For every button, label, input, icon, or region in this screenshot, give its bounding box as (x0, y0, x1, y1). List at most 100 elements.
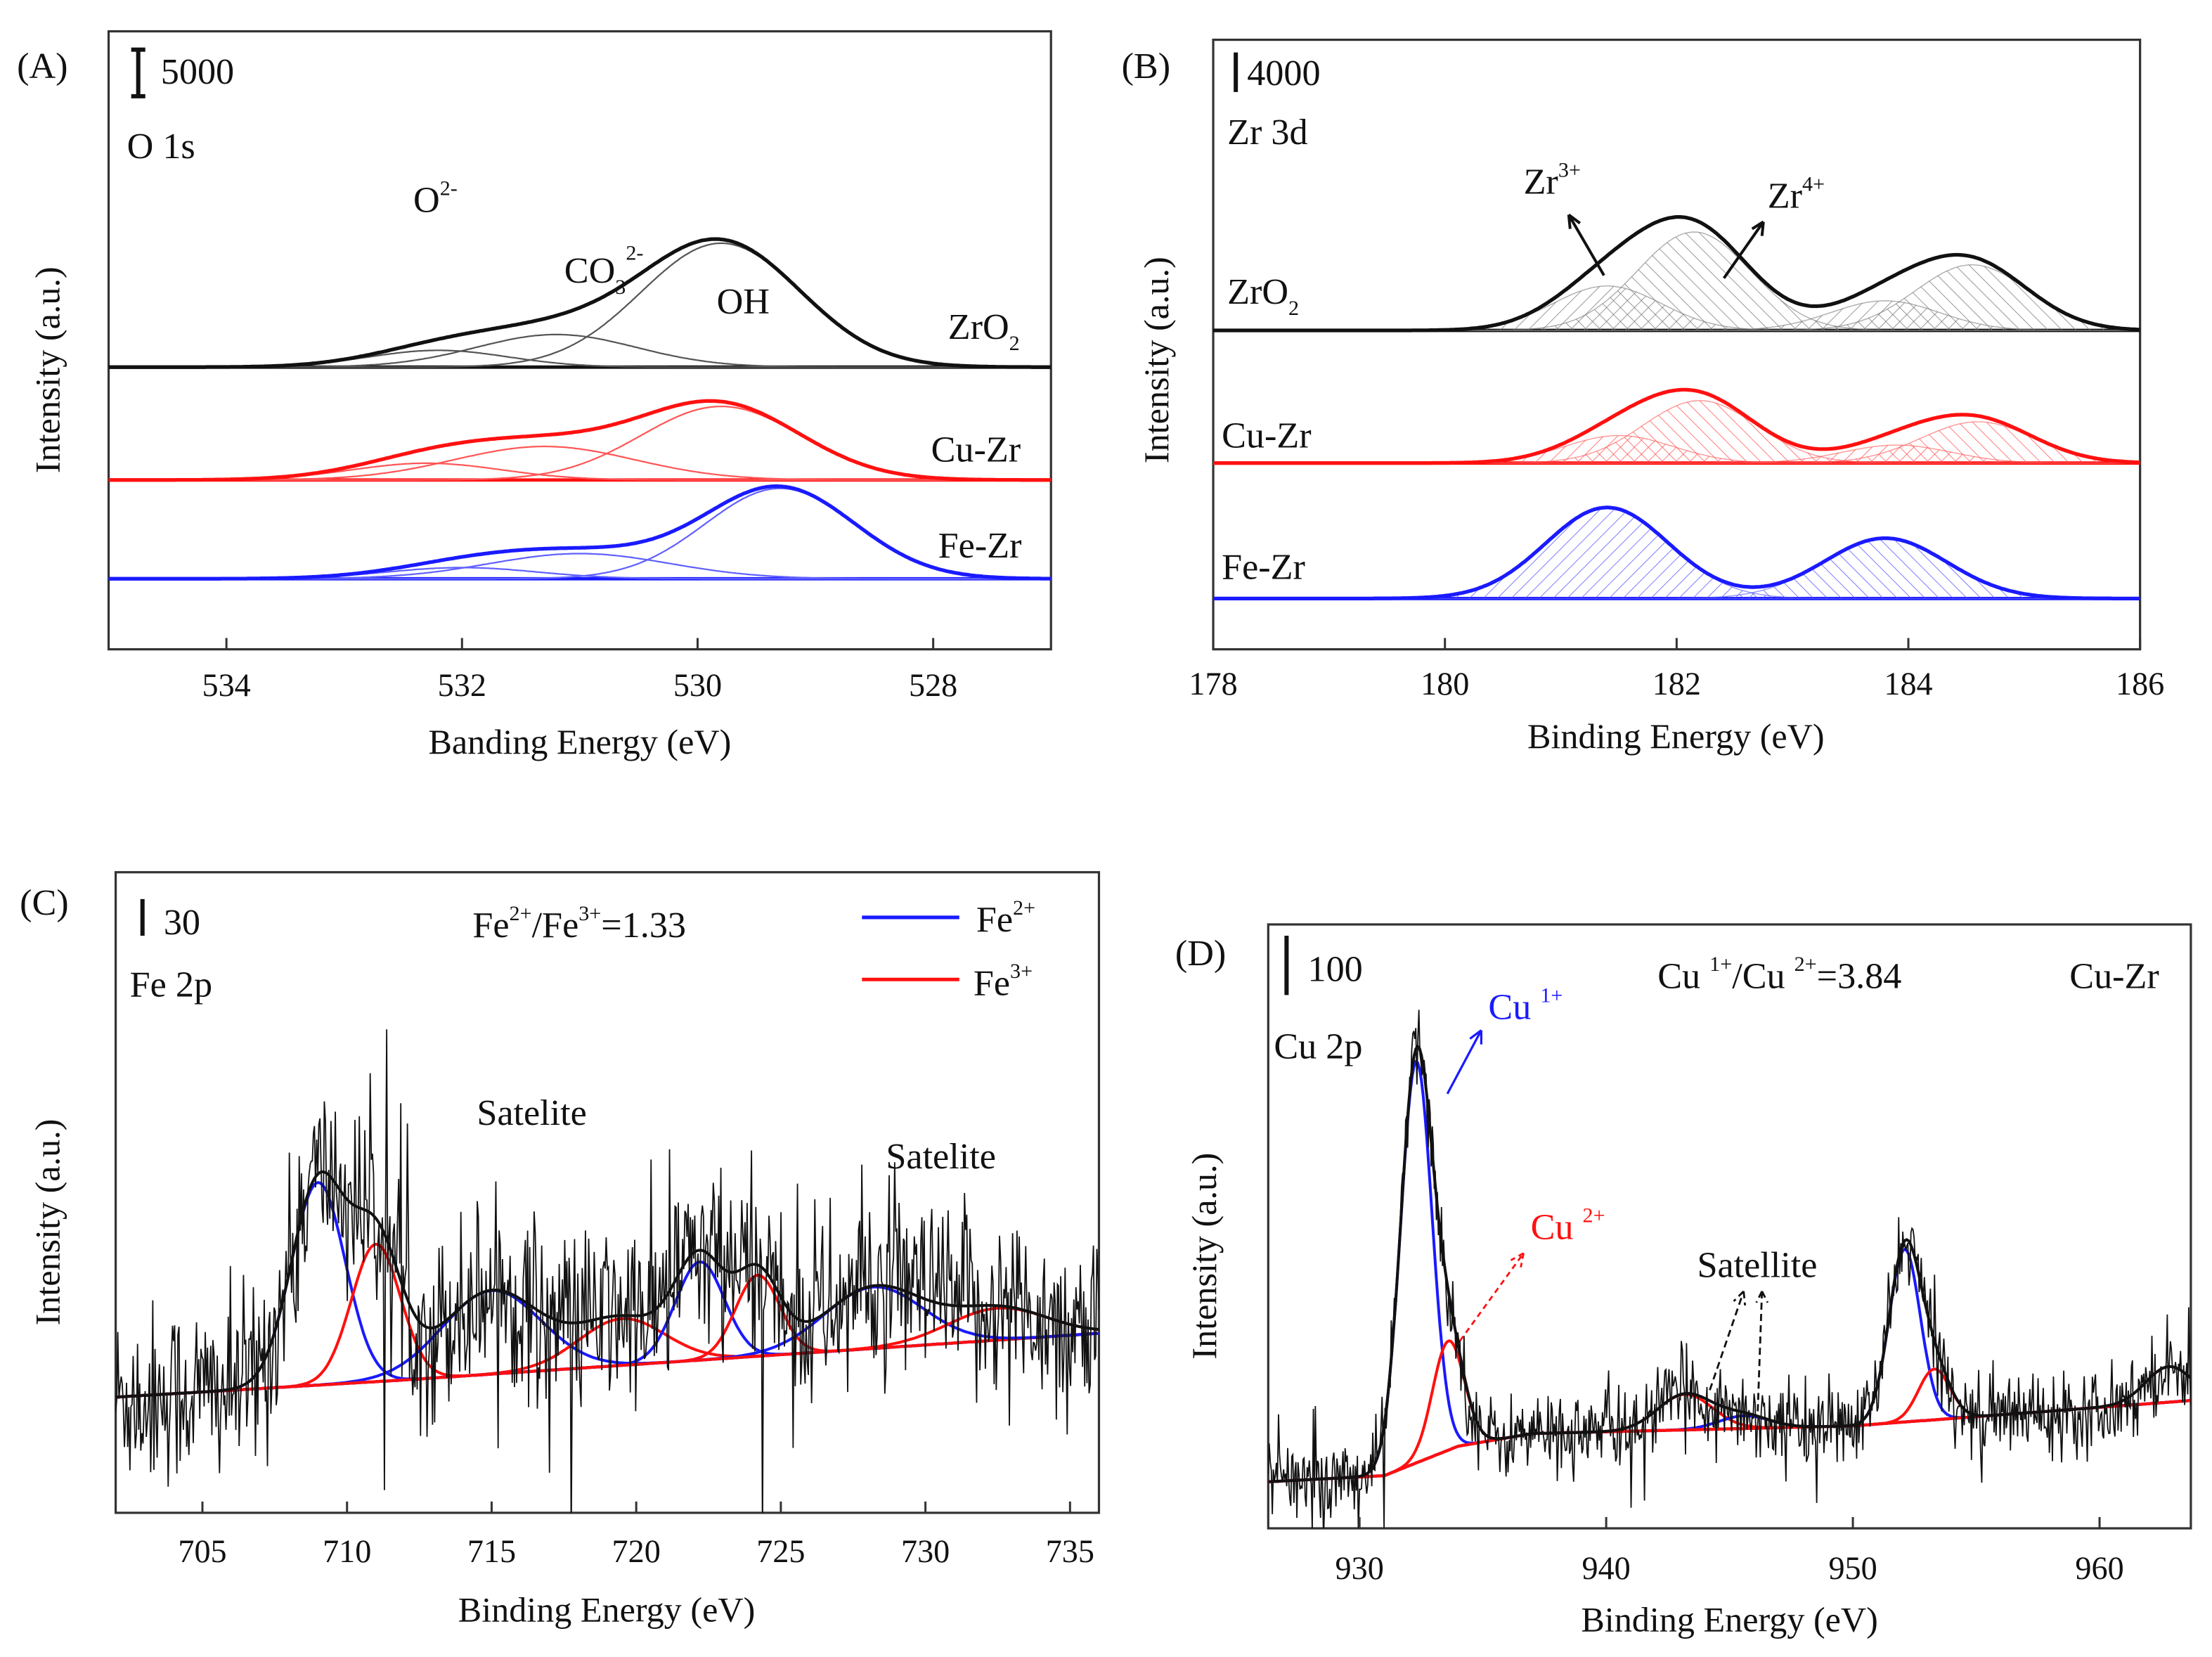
x-tick-label: 735 (1046, 1533, 1094, 1569)
satellite-label: Satelite (886, 1137, 995, 1177)
arrow-icon (1446, 1029, 1482, 1095)
legend-label-fe2: Fe2+ (976, 896, 1035, 940)
envelope-line (1213, 505, 2140, 600)
x-tick-label: 710 (323, 1533, 371, 1569)
x-tick-label: 186 (2116, 666, 2164, 702)
envelope-line (108, 237, 1052, 369)
x-tick-label: 182 (1652, 666, 1701, 702)
peak-label-co3: CO32- (564, 241, 644, 299)
series-fe-zr (1213, 505, 2140, 600)
peak-label-cu2: Cu 2+ (1531, 1203, 1605, 1247)
panel-b-plot: 178 180 182 184 186 (1189, 215, 2164, 702)
series-label-cu-zr: Cu-Zr (931, 430, 1021, 470)
x-axis-label: Binding Energy (eV) (1527, 716, 1825, 756)
panel-c: 705 710 715 720 725 730 735 (C) 30 Fe 2p Fe2+/… (20, 871, 1101, 1629)
panel-c-frame (114, 871, 1101, 1514)
panel-c-title: Fe 2p (130, 965, 212, 1005)
arrow-icon (1709, 1290, 1769, 1412)
arrow-icon (1459, 1252, 1525, 1341)
series-zro2 (1213, 215, 2140, 333)
sample-label: Cu-Zr (2069, 956, 2159, 996)
panel-b: 178 180 182 184 186 (B) 4000 Zr 3d Zr3+ Zr4+… (1122, 38, 2164, 756)
x-tick-label: 534 (202, 667, 251, 703)
plot-area (1213, 215, 2140, 600)
panel-d: 930 940 950 960 (D) 100 Cu 1+/Cu 2+=3.84 Cu… (1175, 923, 2192, 1639)
panel-a-frame (107, 30, 1052, 651)
series-cu-2p (1268, 1010, 2191, 1528)
panel-c-plot: 705 710 715 720 725 730 735 (115, 1029, 1099, 1569)
panel-d-title: Cu 2p (1274, 1027, 1362, 1067)
envelope-line (1268, 1044, 2191, 1483)
envelope-line (115, 1170, 1099, 1399)
panel-c-scale-label: 30 (164, 903, 200, 943)
y-axis-label: Intensity (a.u.) (1184, 1153, 1224, 1360)
x-tick-label: 720 (612, 1533, 661, 1569)
peak-label-oh: OH (717, 282, 770, 322)
cu-ratio-label: Cu 1+/Cu 2+=3.84 (1657, 952, 1901, 996)
envelope-line (1213, 215, 2140, 333)
x-tick-label: 930 (1335, 1550, 1384, 1586)
y-axis-label: Intensity (a.u.) (27, 266, 67, 473)
raw-spectrum (1268, 1010, 2191, 1528)
series-cu-zr (108, 399, 1052, 482)
fe-ratio-label: Fe2+/Fe3+=1.33 (472, 901, 686, 946)
series-label-zro2: ZrO2 (1227, 272, 1299, 320)
panel-a-scale-label: 5000 (161, 52, 234, 92)
x-tick-label: 730 (901, 1533, 950, 1569)
series-label-zro2: ZrO2 (948, 307, 1020, 355)
panel-b-scale-label: 4000 (1247, 53, 1320, 94)
plot-area (115, 1029, 1099, 1513)
envelope-line (108, 484, 1052, 581)
series-fe-zr (108, 484, 1052, 581)
x-tick-label: 705 (178, 1533, 226, 1569)
x-tick-label: 528 (909, 667, 957, 703)
envelope-line (1213, 387, 2140, 465)
panel-d-scale-label: 100 (1308, 949, 1363, 989)
peak-label-o2: O2- (413, 176, 458, 220)
x-tick-label: 184 (1884, 666, 1932, 702)
panel-d-frame (1267, 923, 2192, 1530)
series-zro2 (108, 237, 1052, 369)
x-tick-label: 940 (1582, 1550, 1631, 1586)
panel-d-letter: (D) (1175, 934, 1226, 974)
x-tick-label: 725 (756, 1533, 805, 1569)
x-tick-label: 960 (2075, 1550, 2123, 1586)
plot-area (108, 237, 1052, 581)
peak-label-cu1: Cu 1+ (1488, 983, 1563, 1027)
envelope-line (108, 399, 1052, 482)
plot-area (1268, 1010, 2191, 1528)
panel-a-title: O 1s (127, 127, 195, 167)
arrow-icon (1722, 220, 1765, 279)
x-tick-label: 530 (673, 667, 722, 703)
x-tick-label: 178 (1189, 666, 1237, 702)
series-label-fe-zr: Fe-Zr (1222, 547, 1305, 587)
panel-a-letter: (A) (17, 46, 67, 86)
x-axis-label: Banding Energy (eV) (428, 722, 731, 761)
arrow-icon (1567, 213, 1605, 276)
panel-b-letter: (B) (1122, 46, 1171, 86)
fit-component-fe3-sat (115, 1306, 1099, 1399)
raw-spectrum (115, 1029, 1099, 1513)
x-tick-label: 715 (467, 1533, 516, 1569)
panel-d-plot: 930 940 950 960 (1268, 1010, 2191, 1586)
peak-label-zr4: Zr4+ (1768, 172, 1825, 216)
satellite-label: Satellite (1697, 1246, 1817, 1286)
peak-label-zr3: Zr3+ (1524, 157, 1581, 202)
series-label-fe-zr: Fe-Zr (938, 526, 1022, 566)
series-fe-2p (115, 1029, 1099, 1513)
x-tick-label: 950 (1828, 1550, 1877, 1586)
panel-b-title: Zr 3d (1227, 112, 1307, 153)
x-axis-label: Binding Energy (eV) (458, 1590, 756, 1629)
legend-label-fe3: Fe3+ (974, 959, 1033, 1003)
x-tick-label: 180 (1421, 666, 1469, 702)
y-axis-label: Intensity (a.u.) (1137, 257, 1176, 463)
panel-a-plot: 528 530 532 534 (108, 237, 1052, 703)
scale-bar-icon (131, 47, 145, 98)
x-tick-label: 532 (438, 667, 486, 703)
y-axis-label: Intensity (a.u.) (27, 1119, 67, 1326)
legend: Fe2+ Fe3+ (862, 896, 1035, 1003)
x-axis-label: Binding Energy (eV) (1581, 1599, 1878, 1639)
panel-c-letter: (C) (20, 883, 69, 923)
